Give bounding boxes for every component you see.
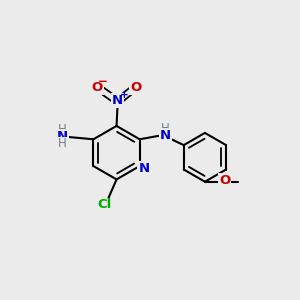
Text: O: O (92, 81, 103, 94)
Text: N: N (112, 94, 123, 107)
Text: H: H (58, 137, 67, 150)
Text: +: + (119, 91, 128, 100)
Text: Cl: Cl (97, 199, 112, 212)
Text: −: − (98, 75, 107, 88)
Text: N: N (138, 162, 149, 175)
Text: N: N (57, 130, 68, 142)
Text: N: N (160, 129, 171, 142)
Text: H: H (161, 122, 170, 135)
Text: O: O (130, 81, 141, 94)
Text: O: O (219, 174, 230, 187)
Text: H: H (58, 123, 67, 136)
